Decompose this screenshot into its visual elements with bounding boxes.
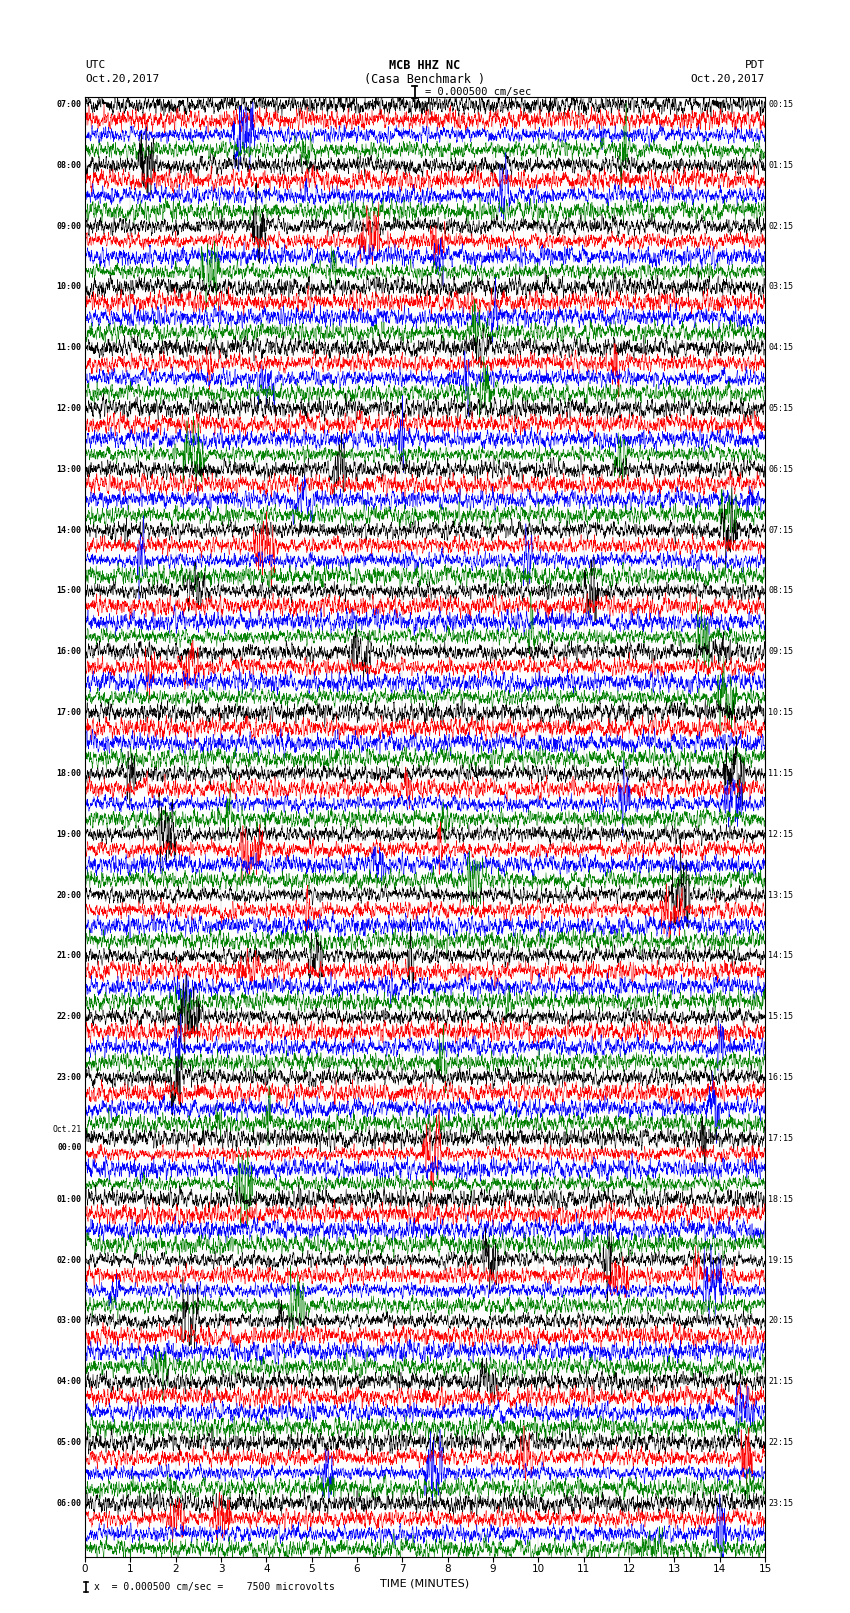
Text: 02:00: 02:00 [57,1255,82,1265]
Text: 11:15: 11:15 [768,769,793,777]
Text: 10:00: 10:00 [57,282,82,292]
Text: UTC: UTC [85,60,105,71]
Text: 05:15: 05:15 [768,403,793,413]
Text: 06:15: 06:15 [768,465,793,474]
Text: 13:00: 13:00 [57,465,82,474]
Text: 08:15: 08:15 [768,587,793,595]
Text: 21:00: 21:00 [57,952,82,960]
Text: 17:00: 17:00 [57,708,82,718]
Text: 13:15: 13:15 [768,890,793,900]
Text: 17:15: 17:15 [768,1134,793,1144]
Text: 00:15: 00:15 [768,100,793,110]
Text: 23:15: 23:15 [768,1498,793,1508]
Text: 16:00: 16:00 [57,647,82,656]
Text: MCB HHZ NC: MCB HHZ NC [389,58,461,73]
Text: 12:00: 12:00 [57,403,82,413]
Text: 20:00: 20:00 [57,890,82,900]
Text: 00:00: 00:00 [57,1142,82,1152]
Text: 19:00: 19:00 [57,829,82,839]
X-axis label: TIME (MINUTES): TIME (MINUTES) [381,1579,469,1589]
Text: 06:00: 06:00 [57,1498,82,1508]
Text: PDT: PDT [745,60,765,71]
Text: (Casa Benchmark ): (Casa Benchmark ) [365,73,485,85]
Text: 09:00: 09:00 [57,221,82,231]
Text: 16:15: 16:15 [768,1073,793,1082]
Text: 01:15: 01:15 [768,161,793,169]
Text: Oct.21: Oct.21 [53,1124,82,1134]
Text: 03:15: 03:15 [768,282,793,292]
Text: 22:15: 22:15 [768,1439,793,1447]
Text: 20:15: 20:15 [768,1316,793,1326]
Text: 22:00: 22:00 [57,1013,82,1021]
Text: 15:00: 15:00 [57,587,82,595]
Text: 12:15: 12:15 [768,829,793,839]
Text: 08:00: 08:00 [57,161,82,169]
Text: = 0.000500 cm/sec: = 0.000500 cm/sec [425,87,531,97]
Text: x  = 0.000500 cm/sec =    7500 microvolts: x = 0.000500 cm/sec = 7500 microvolts [94,1582,334,1592]
Text: 04:00: 04:00 [57,1378,82,1386]
Text: 07:00: 07:00 [57,100,82,110]
Text: 18:15: 18:15 [768,1195,793,1203]
Text: 02:15: 02:15 [768,221,793,231]
Text: 18:00: 18:00 [57,769,82,777]
Text: 03:00: 03:00 [57,1316,82,1326]
Text: 05:00: 05:00 [57,1439,82,1447]
Text: 23:00: 23:00 [57,1073,82,1082]
Text: 14:15: 14:15 [768,952,793,960]
Text: 07:15: 07:15 [768,526,793,534]
Text: 19:15: 19:15 [768,1255,793,1265]
Text: 11:00: 11:00 [57,344,82,352]
Text: 10:15: 10:15 [768,708,793,718]
Text: Oct.20,2017: Oct.20,2017 [85,74,159,84]
Text: Oct.20,2017: Oct.20,2017 [691,74,765,84]
Text: 01:00: 01:00 [57,1195,82,1203]
Text: 15:15: 15:15 [768,1013,793,1021]
Text: 04:15: 04:15 [768,344,793,352]
Text: 09:15: 09:15 [768,647,793,656]
Text: 21:15: 21:15 [768,1378,793,1386]
Text: 14:00: 14:00 [57,526,82,534]
